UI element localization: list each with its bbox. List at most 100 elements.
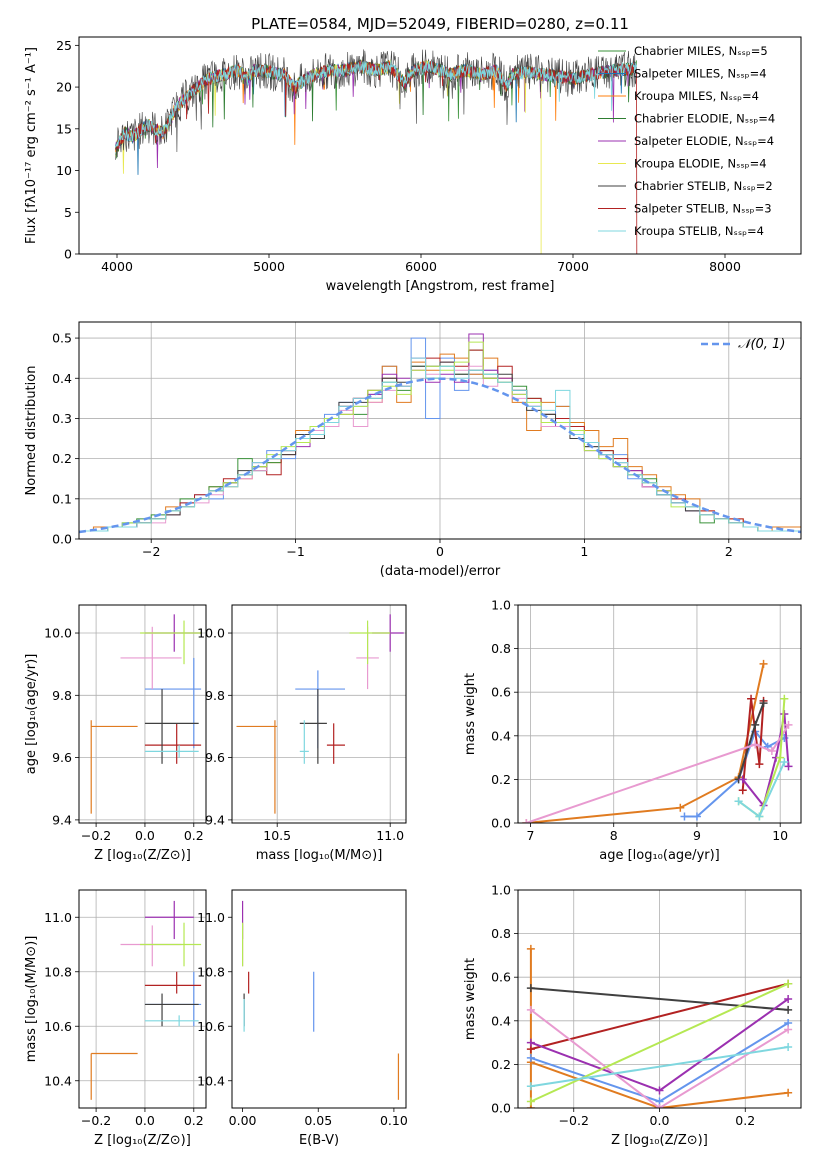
errorbar-point [144,1015,199,1027]
weight-marker [767,747,776,756]
weight-marker [784,762,793,771]
x-axis-label: age [log₁₀(age/yr)] [599,848,720,863]
x-tick-label: −0.2 [81,1113,111,1128]
weight-marker [692,812,701,821]
weight-line [530,1046,789,1088]
weight-marker [784,995,793,1003]
weight-marker [522,819,531,823]
errorbar-point [144,745,199,758]
x-tick-label: 9 [693,828,701,843]
x-tick-label: 0.05 [304,1113,332,1128]
y-tick-label: 0.8 [491,641,511,656]
x-axis-label: E(B-V) [299,1133,339,1148]
spectrum-line [115,60,637,148]
x-tick-label: 7 [527,828,535,843]
errorbar-point [299,720,309,764]
weight-marker [784,1005,793,1014]
y-tick-label: 0.4 [491,1013,511,1028]
axes-frame [78,321,802,540]
y-tick-label: 0.3 [52,411,72,426]
panel-4: 10.5 11.0 9.4 9.6 9.8 10.0 mass [log₁₀(M/M⊙)] [197,604,407,863]
y-tick-label: 9.8 [52,688,72,703]
weight-line [530,982,789,1103]
errorbar-point [144,723,202,764]
weight-series [734,757,789,821]
x-tick-label: 8000 [709,259,741,274]
y-tick-label: 1.0 [491,883,511,898]
legend-label: Chabrier STELIB, Nₛₛₚ=2 [634,179,773,193]
weight-marker [759,699,768,708]
weight-marker [676,803,685,812]
y-tick-label: 0.8 [491,926,511,941]
errorbar-point [120,925,182,967]
legend-label: Kroupa ELODIE, Nₛₛₚ=4 [634,157,767,171]
x-axis-label: Z [log₁₀(Z/Z⊙)] [94,1133,191,1148]
y-tick-label: 10.0 [44,626,72,641]
y-axis-label: Flux [fλ10⁻¹⁷ erg cm⁻² s⁻¹ A⁻¹] [24,47,39,244]
normal-curve [79,377,801,534]
weight-marker [784,1025,793,1034]
errorbar-point [144,657,202,749]
weight-marker [738,775,747,784]
x-tick-label: −0.2 [559,1113,589,1128]
y-tick-label: 0 [64,247,72,262]
weight-marker [526,1097,535,1106]
errorbar-point [326,723,345,764]
y-tick-label: 0.4 [491,728,511,743]
weight-line [525,724,790,823]
legend-label: Kroupa STELIB, Nₛₛₚ=4 [634,224,764,238]
y-tick-label: 11.0 [44,910,72,925]
y-axis-label: Normed distribution [24,366,39,496]
errorbar-point [144,971,202,1027]
x-tick-label: 7000 [557,259,589,274]
x-tick-label: 0.0 [135,828,155,843]
y-axis-label: mass [log₁₀(M/M⊙)] [24,936,39,1063]
panel-7: 0.00 0.05 0.10 10.4 10.6 10.8 11.0 E(B-V) [197,889,408,1148]
x-axis-label: Z [log₁₀(Z/Z⊙)] [94,848,191,863]
weight-marker [784,1042,793,1051]
y-tick-label: 9.6 [205,750,225,765]
weight-marker [526,1053,535,1062]
weight-marker [734,797,743,806]
x-axis-label: (data-model)/error [380,564,501,579]
weight-series [526,979,793,1106]
legend-label: Salpeter ELODIE, Nₛₛₚ=4 [634,134,774,148]
errorbar-point [144,689,199,764]
weight-marker [526,1038,535,1047]
weight-marker [755,760,764,769]
x-tick-label: 0.2 [735,1113,755,1128]
weight-line [684,729,785,818]
weight-series [526,995,793,1095]
spectrum-line [115,59,542,254]
errorbar-point [349,620,391,665]
x-tick-label: 0.0 [135,1113,155,1128]
y-tick-label: 9.8 [205,688,225,703]
weight-series [522,720,793,823]
y-tick-label: 20 [56,80,72,95]
weight-marker [759,659,768,668]
y-tick-label: 10.4 [44,1073,72,1088]
errorbar-point [236,720,278,814]
x-tick-label: 10 [772,828,788,843]
weight-series [738,694,768,795]
weight-line [530,982,789,1051]
y-axis-label: mass weight [463,958,478,1040]
y-tick-label: 10.8 [44,964,72,979]
y-tick-label: 25 [56,38,72,53]
panel-3: −0.2 0.0 0.2 9.4 9.6 9.8 10.0 Z [log₁₀(Z/Z⊙)] ag… [24,604,207,863]
y-tick-label: 9.4 [52,812,72,827]
errorbar-point [144,971,202,994]
weight-series [734,699,768,784]
weight-marker [655,1086,664,1095]
weight-line [530,1061,789,1108]
chart-title: PLATE=0584, MJD=52049, FIBERID=0280, z=0… [251,15,629,33]
weight-marker [751,720,760,729]
weight-line [530,1009,789,1108]
y-tick-label: 0.0 [491,1101,511,1116]
y-tick-label: 0.6 [491,970,511,985]
legend-label: 𝒩(0, 1) [738,337,785,352]
y-tick-label: 0.5 [52,331,72,346]
axes-frame [231,889,407,1109]
y-tick-label: 9.6 [52,750,72,765]
